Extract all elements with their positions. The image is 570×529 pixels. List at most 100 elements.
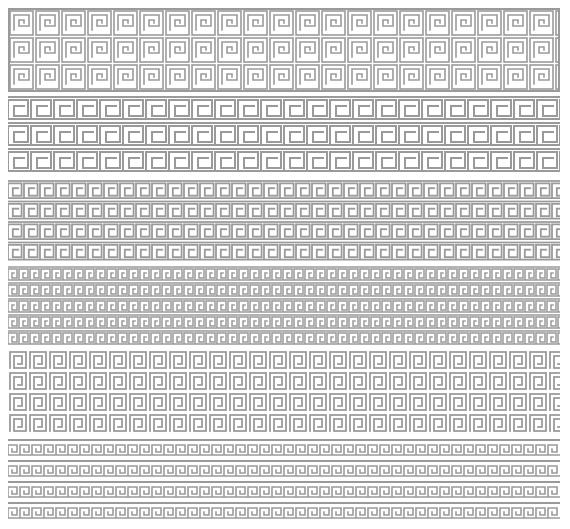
key-tile [9, 64, 34, 90]
spiral-tile [9, 393, 27, 411]
key-tile [243, 64, 268, 90]
spiral-tile [29, 351, 47, 369]
key-tile [61, 37, 86, 63]
key-tile [269, 10, 294, 36]
key-glyph [507, 14, 524, 31]
spiral-tile [369, 372, 387, 390]
key-glyph [325, 68, 342, 85]
spiral-tile [229, 351, 247, 369]
key-tile [217, 64, 242, 90]
key-tile [191, 37, 216, 63]
key-glyph [169, 14, 186, 31]
key-glyph [39, 68, 56, 85]
key-glyph [247, 14, 264, 31]
spiral-tile [209, 414, 227, 432]
key-tile [425, 37, 450, 63]
spiral-tile [409, 393, 427, 411]
spiral-tile [49, 414, 67, 432]
spiral-tile [209, 372, 227, 390]
key-tile [243, 10, 268, 36]
key-tile [139, 64, 164, 90]
key-glyph [195, 14, 212, 31]
spiral-tile [229, 414, 247, 432]
key-glyph [117, 14, 134, 31]
key-tile [529, 10, 554, 36]
key-glyph [91, 14, 108, 31]
spiral-tile [249, 372, 267, 390]
spiral-tile [89, 372, 107, 390]
key-glyph [377, 14, 394, 31]
spiral-tile [69, 372, 87, 390]
spiral-tile [149, 351, 167, 369]
key-glyph [195, 68, 212, 85]
key-glyph [351, 68, 368, 85]
spiral-tile [129, 351, 147, 369]
key-tile [87, 10, 112, 36]
key-tile [555, 64, 560, 90]
key-tile [399, 37, 424, 63]
spiral-tile [289, 372, 307, 390]
spiral-tile [209, 393, 227, 411]
spiral-tile [529, 372, 547, 390]
key-tile [451, 37, 476, 63]
meander-large-pattern [8, 96, 560, 172]
key-glyph [13, 41, 30, 58]
key-tile [347, 10, 372, 36]
key-tile [35, 10, 60, 36]
key-tile [451, 64, 476, 90]
spiral-tile [149, 414, 167, 432]
key-glyph [91, 68, 108, 85]
spiral-tile [249, 351, 267, 369]
key-glyph [91, 41, 108, 58]
spiral-tile [29, 414, 47, 432]
key-tile [295, 10, 320, 36]
key-tile [9, 37, 34, 63]
spiral-tile [429, 372, 447, 390]
spiral-tile [449, 414, 467, 432]
meander-band-interlocked [8, 180, 560, 262]
spiral-tile [249, 393, 267, 411]
spiral-tile [269, 351, 287, 369]
spiral-tile [329, 393, 347, 411]
stripe-key [8, 486, 558, 497]
key-tile [347, 64, 372, 90]
spiral-tile [229, 372, 247, 390]
key-tile [477, 10, 502, 36]
key-tile [555, 10, 560, 36]
meander-hook [8, 244, 560, 261]
spiral-tile [109, 414, 127, 432]
key-glyph [169, 41, 186, 58]
key-glyph [13, 68, 30, 85]
key-tile [295, 64, 320, 90]
key-tile [477, 37, 502, 63]
key-tile [217, 10, 242, 36]
spiral-tile [29, 372, 47, 390]
spiral-tile [349, 414, 367, 432]
spiral-tile [329, 351, 347, 369]
spiral-tile [249, 414, 267, 432]
spiral-tile [369, 414, 387, 432]
meander-hook [8, 332, 560, 345]
meander-interlocked-pattern [8, 180, 560, 261]
spiral-tile [509, 414, 527, 432]
spiral-tile [289, 351, 307, 369]
meander-hook [8, 125, 560, 146]
spiral-tile [309, 414, 327, 432]
spiral-tile [509, 393, 527, 411]
key-tile [191, 64, 216, 90]
key-tile [399, 10, 424, 36]
key-glyph [65, 68, 82, 85]
spiral-tile [289, 414, 307, 432]
spiral-tile [309, 351, 327, 369]
key-tile [113, 10, 138, 36]
spiral-tile [189, 393, 207, 411]
stripe-key [8, 444, 558, 455]
band-frame [8, 8, 560, 92]
key-tile [165, 37, 190, 63]
spiral-tile [549, 393, 560, 411]
key-glyph [481, 68, 498, 85]
key-tile [321, 64, 346, 90]
meander-band-fine [8, 266, 560, 346]
key-tile [87, 64, 112, 90]
key-tile [243, 37, 268, 63]
